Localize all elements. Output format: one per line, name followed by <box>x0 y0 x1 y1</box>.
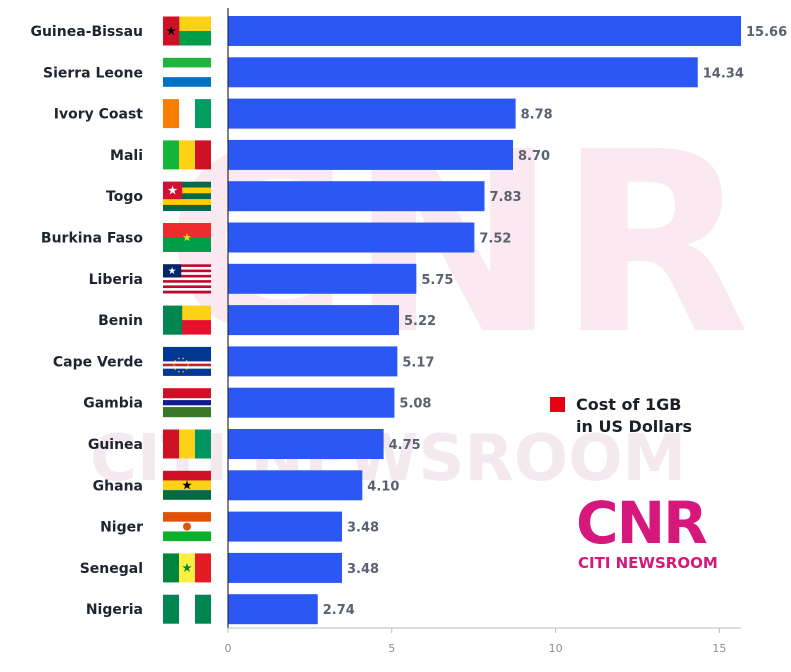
bar-benin <box>228 305 399 336</box>
flags <box>163 16 211 624</box>
value-label-guinea-bissau: 15.66 <box>746 25 787 40</box>
value-label-ghana: 4.10 <box>367 479 399 494</box>
flag-ghana-icon <box>163 470 211 500</box>
value-label-gambia: 5.08 <box>399 397 431 412</box>
value-label-nigeria: 2.74 <box>323 603 355 618</box>
x-tick-label: 5 <box>388 642 395 655</box>
x-tick-label: 10 <box>549 642 563 655</box>
category-label-nigeria: Nigeria <box>86 602 143 618</box>
bar-niger <box>228 511 342 542</box>
bar-ivory-coast <box>228 98 516 129</box>
flag-gambia-icon <box>163 388 211 418</box>
value-label-benin: 5.22 <box>404 314 436 329</box>
legend-label-line-1: Cost of 1GB <box>576 395 682 414</box>
value-label-togo: 7.83 <box>490 190 522 205</box>
flag-benin-icon <box>163 305 211 335</box>
cnr-logo-mark: CNR <box>576 489 708 557</box>
bar-togo <box>228 181 485 212</box>
category-label-liberia: Liberia <box>89 272 143 288</box>
bar-nigeria <box>228 594 318 625</box>
bar-guinea-bissau <box>228 16 741 46</box>
category-label-sierra-leone: Sierra Leone <box>43 65 143 81</box>
bar-senegal <box>228 552 342 583</box>
category-label-guinea: Guinea <box>88 437 143 453</box>
category-label-togo: Togo <box>106 189 143 205</box>
category-label-senegal: Senegal <box>80 561 143 577</box>
value-label-senegal: 3.48 <box>347 562 379 577</box>
category-label-mali: Mali <box>110 148 143 164</box>
category-label-burkina-faso: Burkina Faso <box>41 231 143 247</box>
flag-mali-icon <box>163 140 211 170</box>
flag-cape-verde-icon <box>163 346 211 376</box>
value-label-niger: 3.48 <box>347 521 379 536</box>
flag-guinea-icon <box>163 429 211 459</box>
category-label-benin: Benin <box>98 313 143 329</box>
flag-sierra-leone-icon <box>163 57 211 87</box>
legend-label-line-2: in US Dollars <box>576 417 692 436</box>
category-label-guinea-bissau: Guinea-Bissau <box>30 24 143 40</box>
cnr-logo: CNR CITI NEWSROOM <box>576 492 746 582</box>
x-tick-label: 15 <box>712 642 726 655</box>
legend-swatch <box>550 397 565 412</box>
value-labels: 15.66 14.34 8.78 8.70 7.83 7.52 5.75 5.22 5.17 5.… <box>323 25 787 618</box>
category-label-gambia: Gambia <box>83 396 143 412</box>
x-axis: 0 5 10 15 <box>225 8 741 655</box>
value-label-liberia: 5.75 <box>421 273 453 288</box>
flag-burkina-faso-icon <box>163 223 211 252</box>
flag-senegal-icon <box>163 553 211 583</box>
flag-togo-icon <box>163 181 211 211</box>
value-label-burkina-faso: 7.52 <box>479 232 511 247</box>
category-label-cape-verde: Cape Verde <box>53 354 143 370</box>
flag-nigeria-icon <box>163 594 211 624</box>
category-label-niger: Niger <box>100 520 143 536</box>
bar-liberia <box>228 263 417 294</box>
bar-ghana <box>228 470 363 501</box>
country-labels: Guinea-Bissau Sierra Leone Ivory Coast Mali… <box>30 24 143 618</box>
flag-niger-icon <box>163 512 211 542</box>
bar-gambia <box>228 387 395 418</box>
bar-mali <box>228 139 513 170</box>
x-tick-label: 0 <box>225 642 232 655</box>
bar-burkina-faso <box>228 222 475 253</box>
bar-cape-verde <box>228 346 398 377</box>
value-label-ivory-coast: 8.78 <box>521 108 553 123</box>
cnr-logo-subtitle: CITI NEWSROOM <box>578 554 718 572</box>
bars <box>228 16 741 625</box>
category-label-ivory-coast: Ivory Coast <box>54 107 144 123</box>
value-label-guinea: 4.75 <box>389 438 421 453</box>
flag-liberia-icon <box>163 264 211 294</box>
value-label-sierra-leone: 14.34 <box>703 66 744 81</box>
flag-guinea-bissau-icon <box>163 16 211 46</box>
category-label-ghana: Ghana <box>93 478 143 494</box>
bar-sierra-leone <box>228 57 698 88</box>
value-label-cape-verde: 5.17 <box>402 355 434 370</box>
flag-ivory-coast-icon <box>163 99 211 129</box>
value-label-mali: 8.70 <box>518 149 550 164</box>
bar-guinea <box>228 429 384 459</box>
legend-label: Cost of 1GB in US Dollars <box>576 394 756 438</box>
